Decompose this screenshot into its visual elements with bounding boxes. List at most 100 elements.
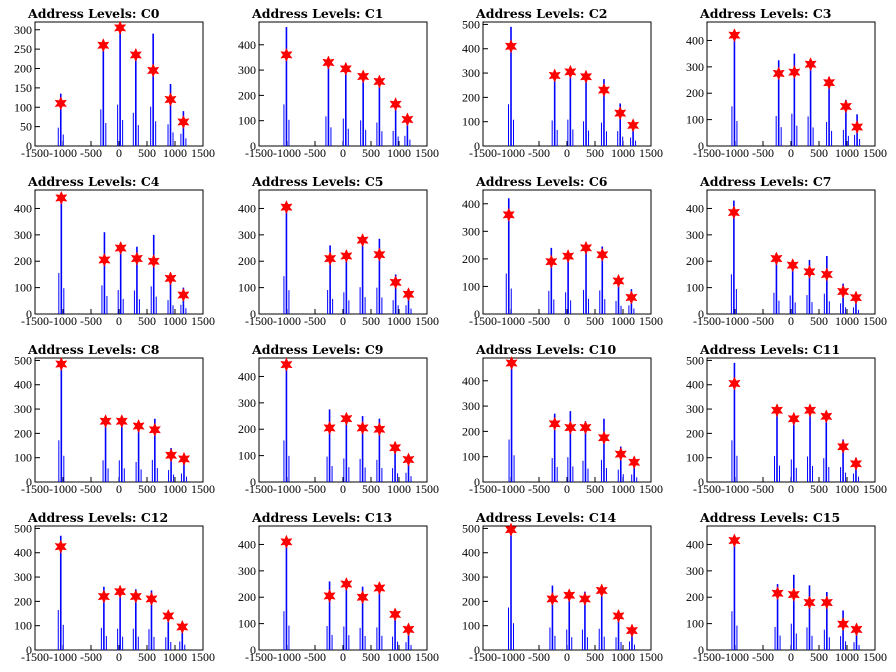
peak-marker	[612, 273, 625, 289]
peak-marker	[177, 287, 190, 303]
peak-marker	[548, 68, 561, 83]
peak-marker	[388, 440, 402, 455]
x-tick-label: -1500	[469, 650, 497, 664]
peak-marker	[504, 39, 518, 54]
x-tick-label: 1000	[387, 482, 411, 496]
peak-marker	[597, 82, 611, 98]
y-tick-label: 100	[462, 115, 480, 129]
y-tick-label: 500	[14, 353, 32, 367]
chart-panel: Address Levels: C14 0 100 200 300 400 500 -1500…	[462, 510, 663, 664]
peak-marker	[839, 99, 853, 114]
chart-title: Address Levels: C8	[27, 342, 160, 357]
y-tick-label: 300	[238, 63, 256, 77]
x-tick-label: -1000	[721, 482, 749, 496]
x-tick-label: 500	[810, 482, 828, 496]
x-tick-label: -1000	[497, 146, 525, 160]
y-tick-label: 400	[238, 201, 256, 215]
x-tick-label: -1500	[469, 146, 497, 160]
y-tick-label: 0	[26, 475, 32, 489]
y-tick-label: 400	[686, 201, 704, 215]
y-tick-label: 400	[462, 42, 480, 56]
y-tick-label: 400	[686, 378, 704, 392]
y-tick-label: 200	[238, 590, 256, 604]
chart-title: Address Levels: C4	[27, 174, 160, 189]
y-tick-label: 100	[238, 617, 256, 631]
chart-title: Address Levels: C2	[475, 6, 608, 21]
y-tick-label: 100	[462, 619, 480, 633]
chart-panel: Address Levels: C7 0 100 200 300 400 -1500 -100…	[686, 174, 887, 328]
x-tick-label: -1500	[469, 482, 497, 496]
peak-marker	[130, 251, 144, 266]
y-tick-label: 0	[698, 139, 704, 153]
x-tick-label: 0	[340, 146, 346, 160]
peak-marker	[401, 112, 414, 127]
y-tick-label: 300	[238, 396, 256, 410]
peak-marker	[99, 414, 112, 429]
chart-title: Address Levels: C5	[251, 174, 384, 189]
chart-panel: Address Levels: C15 0 100 200 300 400 -1500 -10…	[686, 510, 887, 664]
chart-panel: Address Levels: C20100200300400500-1500-…	[462, 6, 663, 160]
x-tick-label: -1500	[21, 314, 49, 328]
x-tick-label: 0	[564, 482, 570, 496]
x-tick-label: -1000	[721, 146, 749, 160]
peak-marker	[323, 251, 337, 266]
peak-marker	[98, 252, 111, 268]
x-tick-label: 500	[810, 650, 828, 664]
x-tick-label: 1000	[835, 314, 859, 328]
x-tick-label: -1500	[693, 482, 721, 496]
x-tick-label: 500	[810, 314, 828, 328]
x-tick-label: -1500	[693, 146, 721, 160]
y-tick-label: 400	[686, 33, 704, 47]
x-tick-label: 1000	[611, 314, 635, 328]
x-tick-label: 1000	[835, 650, 859, 664]
peak-marker	[129, 589, 142, 604]
peak-marker	[502, 207, 515, 222]
peak-marker	[162, 608, 175, 624]
x-tick-label: 1000	[387, 146, 411, 160]
chart-title: Address Levels: C0	[27, 6, 160, 21]
x-tick-label: 0	[788, 650, 794, 664]
y-tick-label: 100	[686, 113, 704, 127]
peak-marker	[54, 539, 67, 554]
peak-marker	[579, 69, 593, 84]
peak-marker	[628, 455, 641, 470]
chart-panel: Address Levels: C12 0 100 200 300 400 500 -1500…	[14, 510, 215, 664]
x-tick-label: 500	[362, 482, 380, 496]
y-tick-label: 100	[14, 619, 32, 633]
y-tick-label: 300	[14, 228, 32, 242]
x-tick-label: 0	[340, 314, 346, 328]
x-tick-label: -1000	[273, 650, 301, 664]
peak-marker	[787, 587, 800, 602]
x-tick-label: 1500	[863, 482, 887, 496]
peak-marker	[836, 616, 850, 632]
y-tick-label: 0	[250, 475, 256, 489]
peak-marker	[579, 240, 593, 256]
x-tick-label: -1500	[693, 314, 721, 328]
peak-marker	[626, 118, 640, 133]
x-tick-label: -1000	[273, 146, 301, 160]
peak-marker	[55, 190, 68, 206]
peak-marker	[177, 114, 190, 130]
x-tick-label: -1500	[245, 650, 273, 664]
x-tick-label: 0	[116, 146, 122, 160]
chart-panel: Address Levels: C0 0 50 100 150 200 250 300 -150…	[14, 6, 215, 160]
peak-marker	[728, 533, 741, 548]
peak-marker	[389, 275, 402, 290]
peak-marker	[176, 619, 189, 635]
x-tick-label: -500	[528, 650, 550, 664]
y-tick-label: 0	[250, 307, 256, 321]
x-tick-label: -1000	[49, 314, 77, 328]
y-tick-label: 0	[474, 475, 480, 489]
peak-marker	[505, 355, 518, 371]
peak-marker	[340, 411, 353, 426]
y-tick-label: 300	[462, 224, 480, 238]
peak-marker	[728, 28, 741, 43]
x-tick-label: -1000	[497, 482, 525, 496]
peak-marker	[356, 232, 369, 248]
peak-marker	[849, 290, 863, 305]
y-tick-label: 400	[238, 537, 256, 551]
chart-panel: Address Levels: C11 0 100 200 300 400 500 -1500…	[686, 342, 887, 496]
x-tick-label: 1000	[387, 650, 411, 664]
x-tick-label: 500	[138, 482, 156, 496]
